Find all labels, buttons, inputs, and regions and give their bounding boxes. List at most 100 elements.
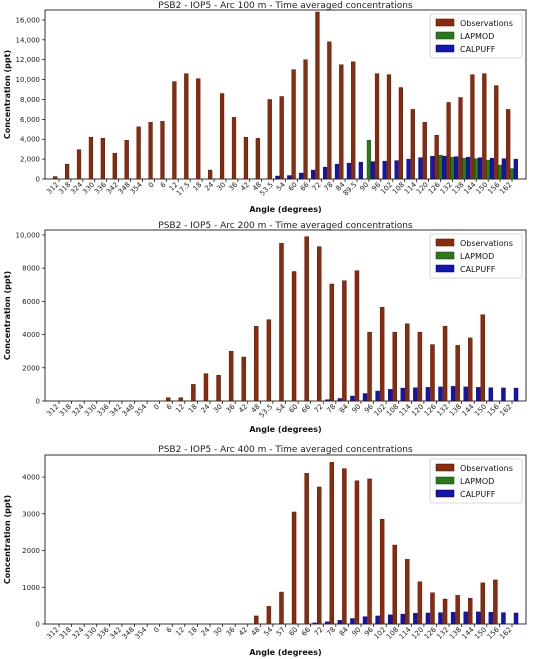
bar-observations-54 [266,606,272,625]
chart-title: PSB2 - IOP5 - Arc 400 m - Time averaged … [158,445,413,455]
legend-label-observations: Observations [460,19,513,28]
x-tick-label: 57 [275,626,287,638]
y-tick-label: 4000 [22,331,40,339]
x-tick-label: 318 [58,626,73,641]
bar-observations-150 [480,314,486,402]
x-tick-label: 60 [288,403,300,415]
x-tick-label: 48 [251,181,263,193]
bar-observations-36 [228,350,234,402]
bar-calpuff-120 [430,155,435,180]
bar-calpuff-138 [463,611,468,625]
legend-label-calpuff: CALPUFF [460,490,496,499]
x-tick-label: 342 [108,403,123,418]
bar-observations-84 [339,64,344,180]
bar-observations-132 [442,326,448,402]
bar-observations-66 [303,59,308,180]
legend-label-observations: Observations [460,464,513,473]
bar-observations-53.5 [267,99,272,180]
bar-observations-144 [468,598,473,625]
bar-observations-72 [317,246,322,402]
x-tick-label: 48 [250,403,262,415]
x-tick-label: 84 [338,402,350,414]
bar-calpuff-60 [299,172,304,180]
bar-observations-66 [304,473,309,625]
x-tick-label: 324 [70,625,85,640]
x-tick-label: 90 [350,403,362,415]
x-tick-label: 36 [227,180,239,192]
chart-arc-400m: PSB2 - IOP5 - Arc 400 m - Time averaged … [3,445,527,657]
bar-calpuff-144 [477,157,483,180]
x-tick-label: 156 [486,402,501,417]
bar-calpuff-84 [346,162,352,180]
bar-calpuff-78 [337,398,343,402]
bar-observations-84 [342,468,347,625]
x-tick-label: 108 [385,403,400,418]
x-tick-label: 78 [323,181,335,193]
bar-calpuff-84 [350,395,355,402]
bar-observations-54 [279,96,284,180]
x-tick-label: 132 [435,403,450,418]
x-tick-label: 36 [225,402,237,414]
x-tick-label: 336 [96,625,111,640]
bar-calpuff-150 [488,387,494,402]
x-axis-label: Angle (degrees) [249,648,321,657]
bar-observations-126 [430,344,435,402]
bar-observations-42 [241,356,246,402]
bar-calpuff-90 [370,161,375,180]
x-tick-label: 78 [325,626,337,638]
bar-observations-336 [100,138,105,180]
bar-observations-18 [191,384,196,402]
x-tick-label: 162 [498,403,513,418]
x-tick-label: 0 [152,626,161,635]
bar-calpuff-126 [438,612,443,625]
bar-calpuff-53.5 [275,175,280,180]
y-tick-label: 2,000 [20,156,40,164]
x-tick-label: 66 [300,625,312,637]
bar-observations-24 [203,373,209,402]
bar-calpuff-114 [413,387,418,402]
bar-observations-108 [392,331,397,402]
bar-observations-72 [317,486,322,625]
bar-observations-312 [53,176,58,180]
bar-observations-102 [379,306,385,402]
bar-observations-102 [379,519,385,625]
x-tick-label: 89.5 [342,181,359,198]
chart-title: PSB2 - IOP5 - Arc 200 m - Time averaged … [158,221,413,231]
legend-swatch-observations [435,463,455,472]
bar-calpuff-108 [400,613,405,625]
bar-observations-144 [468,337,473,402]
x-tick-label: 66 [300,402,312,414]
x-tick-label: 120 [410,626,425,641]
bar-observations-60 [291,511,297,625]
bar-observations-318 [64,163,70,180]
x-tick-label: 348 [121,626,136,641]
bar-observations-0 [148,122,153,180]
bar-calpuff-108 [406,158,411,180]
y-axis-label: Concentration (ppt) [3,50,12,139]
bar-calpuff-132 [450,612,456,625]
y-tick-label: 14,000 [16,36,41,44]
x-tick-label: 72 [311,181,323,193]
chart-arc-200m: PSB2 - IOP5 - Arc 200 m - Time averaged … [3,221,527,434]
chart-title: PSB2 - IOP5 - Arc 100 m - Time averaged … [158,1,413,11]
x-tick-label: 24 [203,180,215,192]
bar-observations-138 [455,345,460,402]
bar-calpuff-138 [466,156,471,180]
y-tick-label: 0 [36,398,40,406]
legend: Observations LAPMOD CALPUFF [429,13,523,59]
x-tick-label: 18 [187,626,199,638]
y-tick-label: 6,000 [20,116,40,124]
x-tick-label: 12 [174,403,186,415]
bar-observations-114 [405,323,410,402]
bar-observations-114 [410,109,415,180]
y-tick-label: 4,000 [20,136,40,144]
bar-observations-6 [160,121,165,180]
legend-swatch-observations [435,238,455,247]
bar-lapmod-138 [462,157,467,180]
x-tick-label: 6 [165,625,174,634]
bar-calpuff-78 [334,163,340,180]
y-axis-label: Concentration (ppt) [3,495,12,584]
x-tick-label: 12 [168,181,180,193]
bar-observations-36 [231,117,237,180]
x-tick-label: 53.5 [258,181,275,198]
